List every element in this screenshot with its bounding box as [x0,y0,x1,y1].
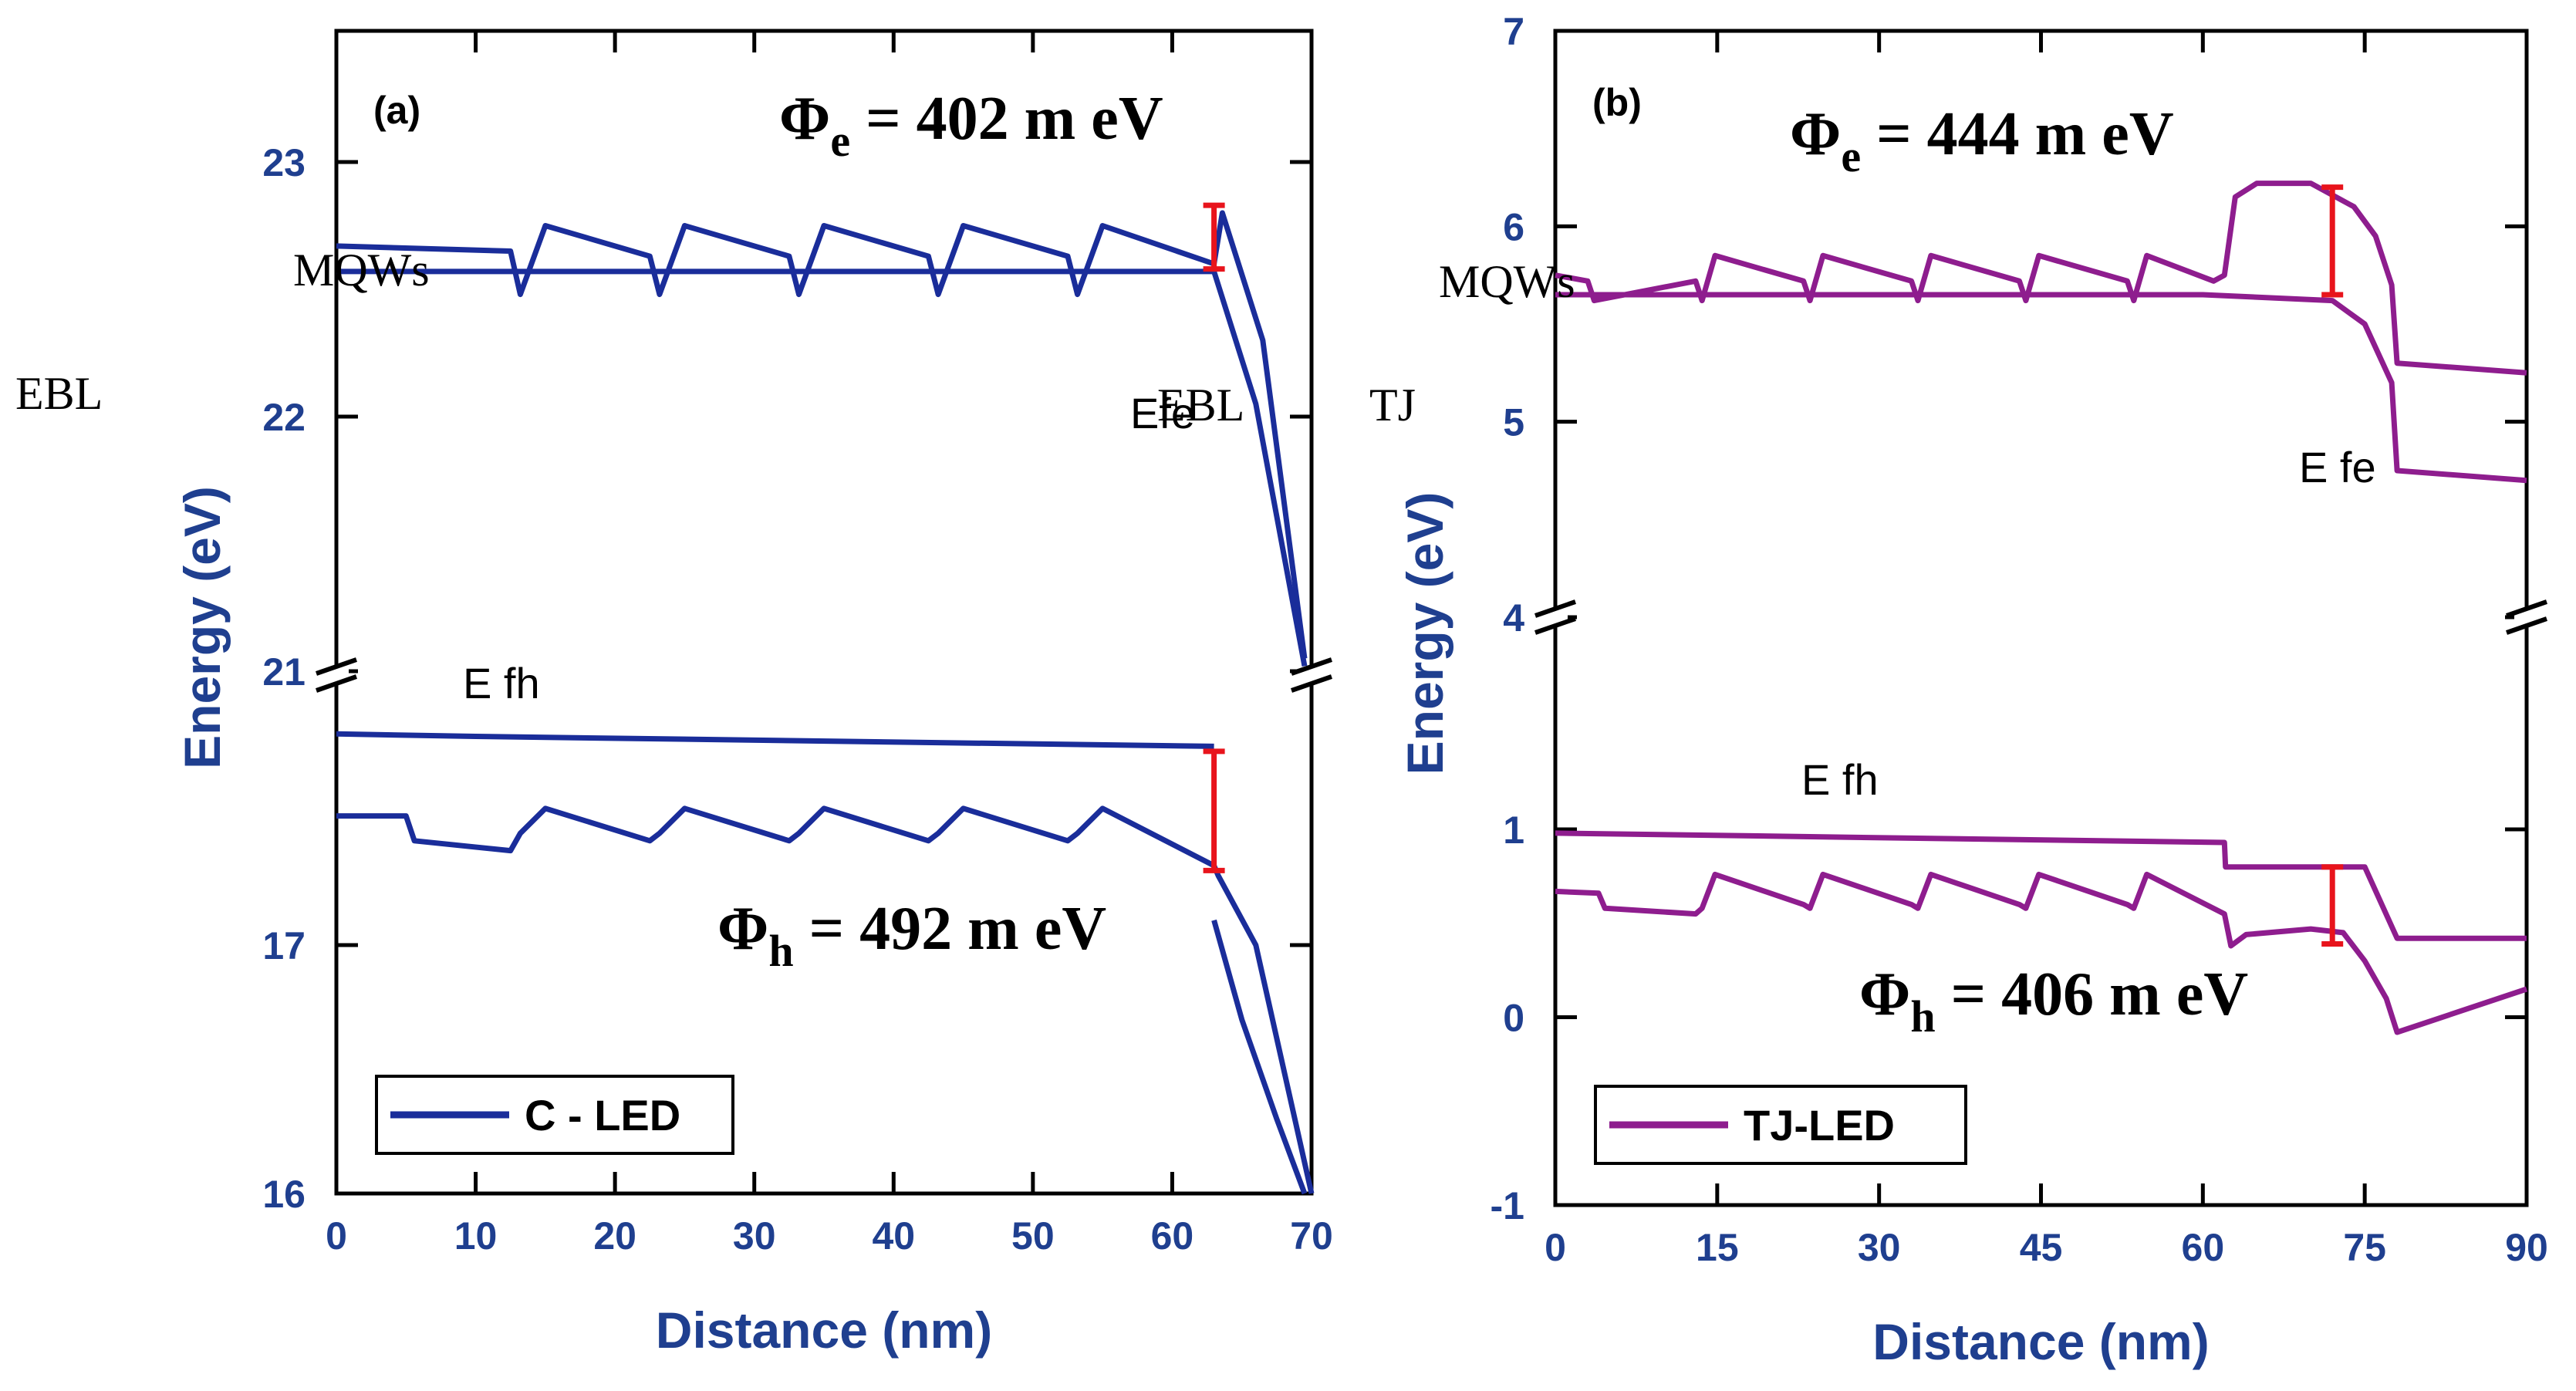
y-tick-label: 16 [262,1173,306,1216]
axis-break-slash [1534,616,1576,635]
fermi-label-efh: E fh [1801,755,1879,804]
phi-symbol: Φ [779,85,830,153]
legend: C - LED [375,1075,734,1155]
region-label-tj: TJ [1369,380,1416,430]
series-line-ev-edge [1211,919,1308,1195]
axis-break-slash [1291,657,1332,676]
axis-break-slash [2506,616,2547,635]
phi-symbol: Φ [717,895,768,963]
series-line-ec [1555,181,2527,376]
axis-break-slash [316,674,357,693]
x-tick-label: 30 [1858,1226,1901,1269]
phi-subscript: e [830,116,850,166]
x-axis-title: Distance (nm) [1872,1313,2209,1370]
region-label-ebl-right: EBL [1157,380,1244,430]
legend-label: TJ-LED [1744,1101,1895,1150]
axis-break-slash [2506,599,2547,618]
x-tick-label: 15 [1696,1226,1739,1269]
x-tick-label: 90 [2505,1226,2548,1269]
chart-panel-a: 0 10 20 30 40 50 60 70 21 22 23 16 17 Distance (nm) En… [15,29,1416,1359]
x-tick-label: 60 [2182,1226,2225,1269]
region-label-ebl-left: EBL [15,368,103,419]
y-axis-title: Energy (eV) [174,486,231,769]
y-axis-title: Energy (eV) [1396,492,1453,775]
barrier-mark-conduction [2321,184,2344,298]
panel-label: (b) [1592,81,1642,124]
phi-symbol: Φ [1790,100,1841,168]
x-tick-label: 60 [1151,1214,1194,1258]
phi-value: = 406 m eV [1936,961,2249,1028]
y-tick-label: 5 [1503,401,1524,444]
plot-frame [1553,29,2529,1207]
axis-break-slash [316,657,357,676]
phi-subscript: e [1841,131,1861,181]
y-tick-label: 7 [1503,10,1524,53]
barrier-mark-valence [1203,748,1225,873]
fermi-label-efe: E fe [2299,443,2376,491]
x-tick-label: 20 [593,1214,636,1258]
region-label-mqws: MQWs [1439,256,1575,307]
y-tick-label: 23 [262,141,306,184]
series-line-efe [1555,292,2527,484]
phi-subscript: h [1910,991,1935,1042]
x-tick-label: 30 [733,1214,776,1258]
region-label-mqws: MQWs [293,245,430,295]
plot-frame [334,29,1314,1196]
phi-h-annotation: Φh = 406 m eV [1859,961,2248,1042]
legend-label: C - LED [525,1091,680,1139]
series-line-efh [1555,830,2527,941]
x-tick-label: 0 [326,1214,347,1258]
axis-break-mark [316,657,357,693]
phi-value: = 402 m eV [850,85,1163,153]
x-axis-title: Distance (nm) [656,1302,992,1359]
phi-subscript: h [768,926,793,976]
phi-value: = 492 m eV [794,895,1107,963]
series-line-efe [336,268,1308,667]
panel-label: (a) [373,89,420,132]
y-tick-label: -1 [1491,1184,1524,1227]
axis-break-slash [1291,674,1332,693]
y-tick-label: 17 [262,924,306,967]
phi-value: = 444 m eV [1861,100,2174,168]
fermi-label-efh: E fh [463,659,540,707]
axis-break-mark [1291,657,1332,693]
axis-break-mark [1534,599,1576,635]
series-line-ec [336,210,1308,659]
y-tick-label: 6 [1503,205,1524,248]
axis-break-slash [1534,599,1576,618]
phi-symbol: Φ [1859,961,1910,1028]
fermi-label-efe: Efe [1130,389,1195,437]
x-tick-label: 75 [2343,1226,2386,1269]
legend: TJ-LED [1594,1085,1967,1165]
phi-e-annotation: Φe = 444 m eV [1790,100,2174,181]
x-tick-label: 45 [2020,1226,2063,1269]
x-tick-label: 0 [1545,1226,1566,1269]
phi-e-annotation: Φe = 402 m eV [779,85,1163,166]
y-tick-label: 21 [262,650,306,694]
x-tick-label: 40 [872,1214,915,1258]
phi-h-annotation: Φh = 492 m eV [717,895,1106,976]
x-tick-label: 10 [454,1214,498,1258]
series-line-ev [336,805,1315,1194]
x-tick-label: 70 [1290,1214,1333,1258]
y-tick-label: 1 [1503,809,1524,852]
x-tick-label: 50 [1011,1214,1055,1258]
barrier-mark-valence [2321,864,2344,947]
series-line-efh [336,731,1214,749]
y-tick-label: 22 [262,396,306,439]
barrier-mark-conduction [1203,202,1225,272]
y-tick-label: 0 [1503,997,1524,1040]
axis-break-mark [2506,599,2547,635]
y-tick-label: 4 [1503,596,1524,640]
